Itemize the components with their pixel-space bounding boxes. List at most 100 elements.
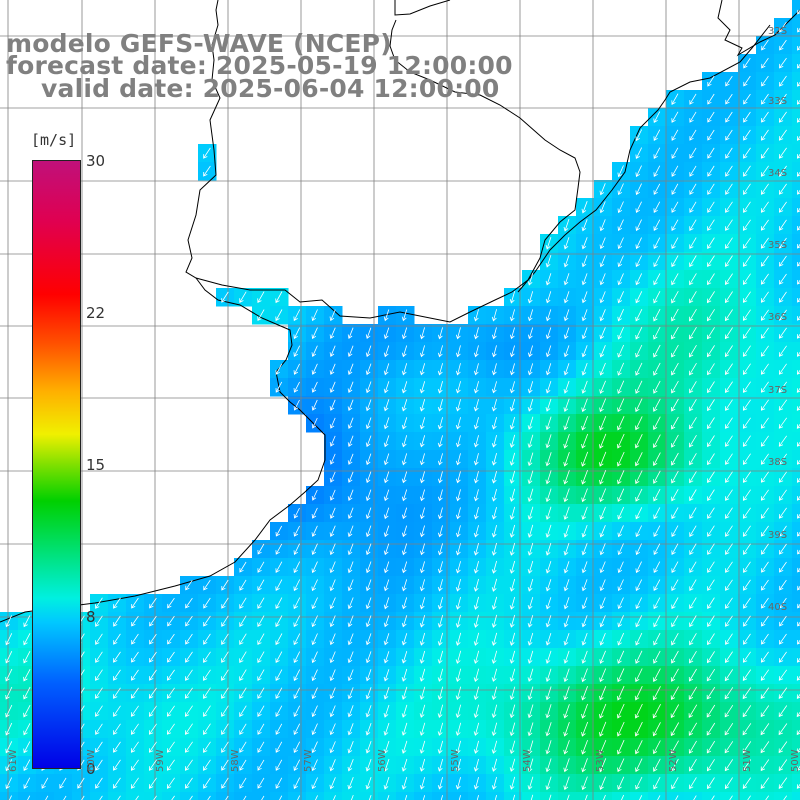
wind-arrow — [437, 489, 443, 502]
wind-arrow — [184, 741, 193, 753]
wind-arrow — [729, 795, 733, 800]
wind-arrow — [742, 417, 751, 429]
wind-arrow — [23, 723, 31, 736]
wind-arrow — [41, 777, 49, 789]
wind-arrow — [148, 777, 157, 789]
wind-arrow — [581, 615, 588, 628]
wind-speed-cell — [792, 198, 800, 217]
wind-arrow — [707, 435, 715, 448]
wind-arrow — [778, 147, 787, 159]
wind-arrow — [797, 621, 800, 627]
wind-arrow — [293, 615, 301, 628]
wind-arrow — [203, 615, 211, 627]
wind-arrow — [401, 650, 408, 664]
wind-arrow — [329, 417, 336, 429]
wind-arrow — [599, 327, 606, 340]
wind-arrow — [760, 147, 769, 159]
wind-arrow — [473, 776, 479, 790]
wind-arrow — [455, 489, 461, 502]
wind-arrow — [527, 722, 534, 737]
wind-arrow — [635, 398, 643, 413]
wind-arrow — [419, 327, 425, 340]
wind-arrow — [545, 470, 552, 485]
wind-arrow — [707, 93, 715, 105]
wind-arrow — [221, 777, 229, 789]
wind-arrow — [657, 795, 661, 800]
wind-arrow — [401, 453, 408, 466]
wind-arrow — [166, 777, 175, 789]
wind-arrow — [635, 650, 643, 664]
wind-arrow — [27, 795, 31, 800]
wind-arrow — [293, 669, 301, 682]
wind-arrow — [599, 739, 607, 755]
wind-arrow — [458, 795, 461, 800]
wind-arrow — [689, 362, 697, 376]
wind-arrow — [581, 721, 589, 737]
wind-arrow — [725, 201, 733, 213]
wind-arrow — [581, 362, 588, 376]
wind-arrow — [634, 703, 643, 719]
wind-arrow — [419, 758, 426, 772]
wind-arrow — [761, 39, 769, 51]
wind-arrow — [455, 381, 461, 394]
wind-arrow — [779, 579, 787, 591]
wind-arrow — [491, 345, 497, 358]
wind-arrow — [329, 561, 336, 574]
wind-speed-cell — [792, 180, 800, 199]
wind-arrow — [545, 632, 552, 646]
wind-arrow — [778, 471, 787, 483]
wind-speed-cell — [774, 792, 793, 800]
wind-arrow — [221, 723, 229, 735]
wind-arrow — [419, 614, 426, 628]
wind-arrow — [275, 741, 283, 753]
wind-arrow — [671, 344, 679, 358]
wind-arrow — [634, 686, 643, 701]
wind-arrow — [473, 578, 479, 592]
wind-speed-cell — [792, 90, 800, 109]
wind-arrow — [491, 596, 498, 610]
wind-arrow — [131, 633, 139, 645]
wind-arrow — [670, 740, 679, 754]
wind-arrow — [437, 453, 443, 466]
lon-label-60w: 60W — [86, 749, 97, 772]
wind-arrow — [653, 111, 661, 124]
wind-arrow — [347, 633, 354, 646]
lon-label-56w: 56W — [377, 749, 388, 772]
wind-speed-cell — [396, 792, 415, 800]
wind-arrow — [617, 362, 625, 376]
wind-arrow — [315, 795, 318, 800]
wind-arrow — [653, 237, 661, 250]
wind-arrow — [688, 668, 697, 682]
wind-speed-cell — [18, 792, 37, 800]
wind-arrow — [95, 651, 103, 663]
wind-arrow — [617, 561, 624, 574]
wind-arrow — [563, 542, 570, 556]
wind-arrow — [653, 507, 661, 520]
wind-arrow — [166, 759, 175, 771]
wind-arrow — [653, 597, 661, 610]
wind-arrow — [706, 704, 716, 718]
wind-arrow — [617, 758, 625, 773]
wind-arrow — [9, 795, 12, 800]
wind-arrow — [778, 723, 788, 736]
wind-arrow — [257, 309, 265, 322]
wind-arrow — [491, 452, 497, 466]
wind-arrow — [742, 525, 751, 537]
wind-arrow — [599, 650, 606, 664]
wind-arrow — [742, 471, 751, 483]
wind-arrow — [329, 579, 336, 592]
wind-arrow — [383, 561, 390, 574]
wind-arrow — [185, 633, 193, 645]
wind-arrow — [455, 704, 462, 719]
wind-speed-cell — [180, 792, 199, 800]
wind-arrow — [473, 399, 479, 412]
wind-arrow — [671, 273, 679, 286]
wind-speed-cell — [324, 792, 343, 800]
wind-arrow — [760, 201, 769, 213]
wind-arrow — [707, 489, 715, 502]
wind-arrow — [383, 417, 390, 430]
wind-arrow — [221, 615, 229, 627]
wind-arrow — [491, 578, 498, 592]
wind-arrow — [23, 741, 31, 754]
wind-arrow — [437, 596, 443, 610]
